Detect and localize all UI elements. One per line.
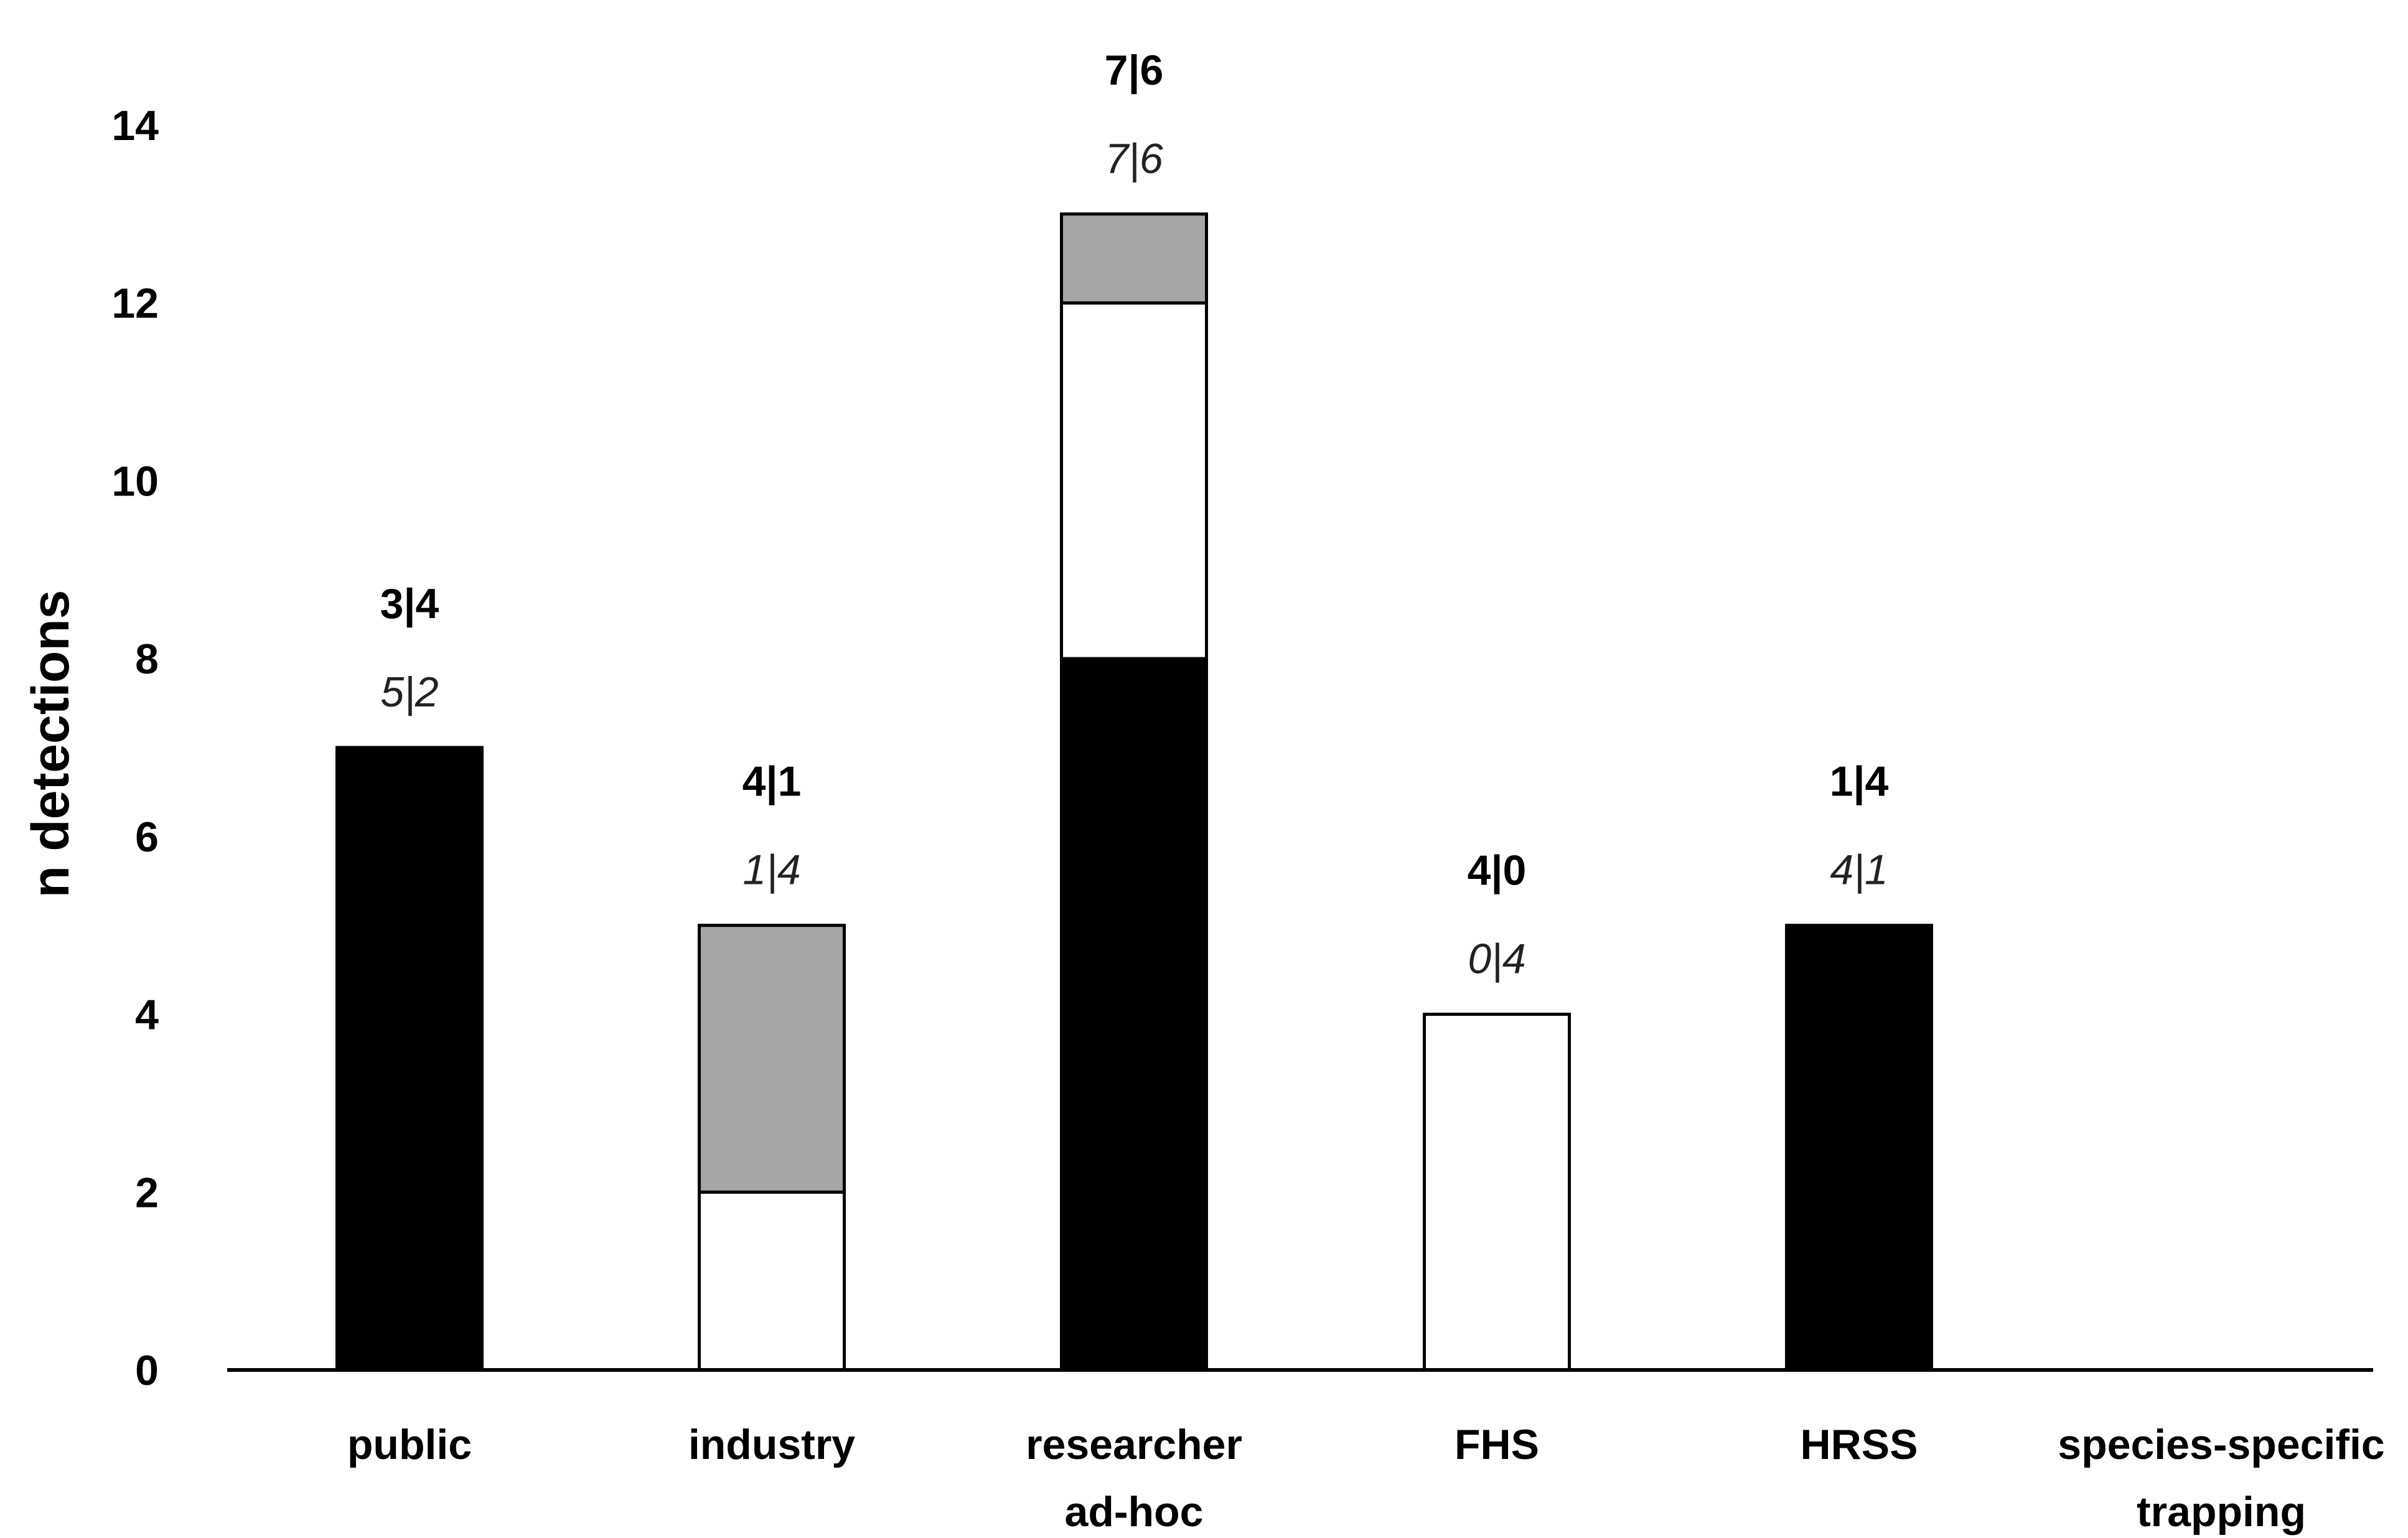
x-tick-label: HRSS — [1801, 1421, 1918, 1468]
bar-annotations: 3|4 5|2 4|1 1|4 7|6 7|6 4|0 0|4 1|4 4|1 — [380, 47, 1889, 983]
x-tick-label: FHS — [1455, 1421, 1539, 1468]
y-tick-label: 12 — [111, 280, 159, 327]
bar-segment — [698, 924, 846, 1194]
y-tick-label: 14 — [111, 102, 159, 149]
x-tick-label: trapping — [2137, 1488, 2306, 1536]
bar-annotation-bold: 4|1 — [743, 758, 802, 806]
y-tick-label: 0 — [135, 1347, 159, 1394]
bar-annotation-italic: 1|4 — [743, 846, 800, 894]
y-tick-label: 4 — [135, 992, 159, 1039]
bar-segment — [1060, 301, 1208, 660]
bar-segment — [1060, 657, 1208, 1372]
x-tick-label: public — [347, 1421, 472, 1468]
bar-annotation-bold: 4|0 — [1468, 847, 1527, 895]
y-axis-title: n detections — [21, 590, 80, 898]
bars — [335, 212, 1933, 1372]
bar-annotation-italic: 7|6 — [1105, 135, 1163, 182]
y-tick-label: 2 — [135, 1169, 159, 1216]
x-tick-label: researcher — [1026, 1421, 1242, 1468]
bar-segment — [1785, 924, 1933, 1372]
bar-annotation-bold: 7|6 — [1105, 47, 1164, 95]
x-tick-label: species-specific — [2058, 1421, 2384, 1468]
y-tick-label: 8 — [135, 635, 159, 683]
bar-segment — [698, 1190, 846, 1372]
bar-segment — [335, 746, 484, 1372]
bar-annotation-bold: 3|4 — [380, 580, 439, 628]
y-tick-label: 6 — [135, 814, 159, 861]
bar-annotation-italic: 0|4 — [1468, 935, 1525, 983]
x-axis: public industry researcher ad-hoc FHS HRSS spe… — [227, 1368, 2385, 1536]
bar-annotation-bold: 1|4 — [1830, 758, 1889, 806]
bar-segment — [1060, 212, 1208, 305]
y-axis: 0 2 4 6 8 10 12 14 — [111, 102, 159, 1394]
bar-annotation-italic: 5|2 — [380, 668, 438, 716]
y-tick-label: 10 — [111, 457, 159, 505]
bar-annotation-italic: 4|1 — [1830, 846, 1888, 894]
x-tick-label: ad-hoc — [1065, 1488, 1204, 1536]
bar-segment — [1423, 1013, 1571, 1372]
x-tick-label: industry — [688, 1421, 855, 1468]
